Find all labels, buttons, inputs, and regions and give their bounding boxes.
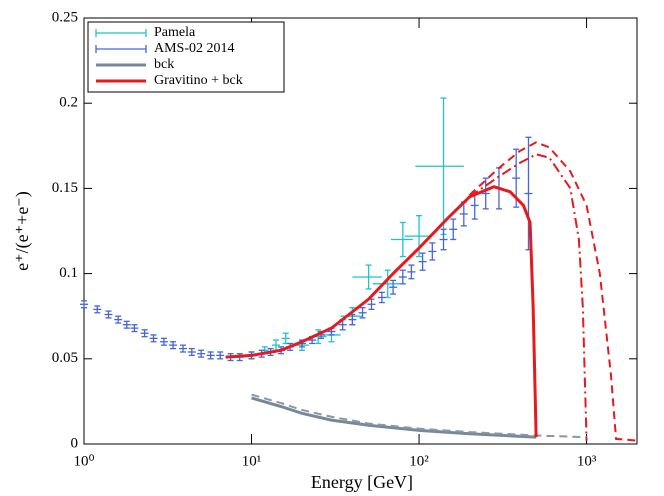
- plot-frame: [83, 17, 638, 445]
- legend-label: AMS-02 2014: [154, 41, 235, 56]
- curve: [468, 153, 588, 441]
- y-tick-label: 0.15: [52, 180, 78, 196]
- legend-label: Pamela: [154, 25, 196, 40]
- x-axis-label: Energy [GeV]: [311, 472, 413, 492]
- y-axis-label: e⁺/(e⁺+e⁻): [12, 191, 33, 271]
- x-tick-label: 10²: [409, 453, 429, 469]
- y-tick-label: 0.05: [52, 350, 78, 366]
- legend-label: Gravitino + bck: [154, 73, 243, 88]
- x-tick-label: 10⁰: [73, 453, 94, 469]
- curve: [251, 393, 587, 439]
- y-tick-label: 0: [71, 435, 79, 451]
- y-tick-label: 0.2: [59, 95, 78, 111]
- y-tick-label: 0.1: [59, 265, 78, 281]
- curve: [468, 141, 638, 442]
- y-tick-label: 0.25: [52, 9, 78, 25]
- curve: [225, 185, 538, 438]
- x-tick-label: 10¹: [242, 453, 262, 469]
- legend-label: bck: [154, 57, 174, 72]
- curve: [251, 396, 537, 439]
- x-tick-label: 10³: [577, 453, 597, 469]
